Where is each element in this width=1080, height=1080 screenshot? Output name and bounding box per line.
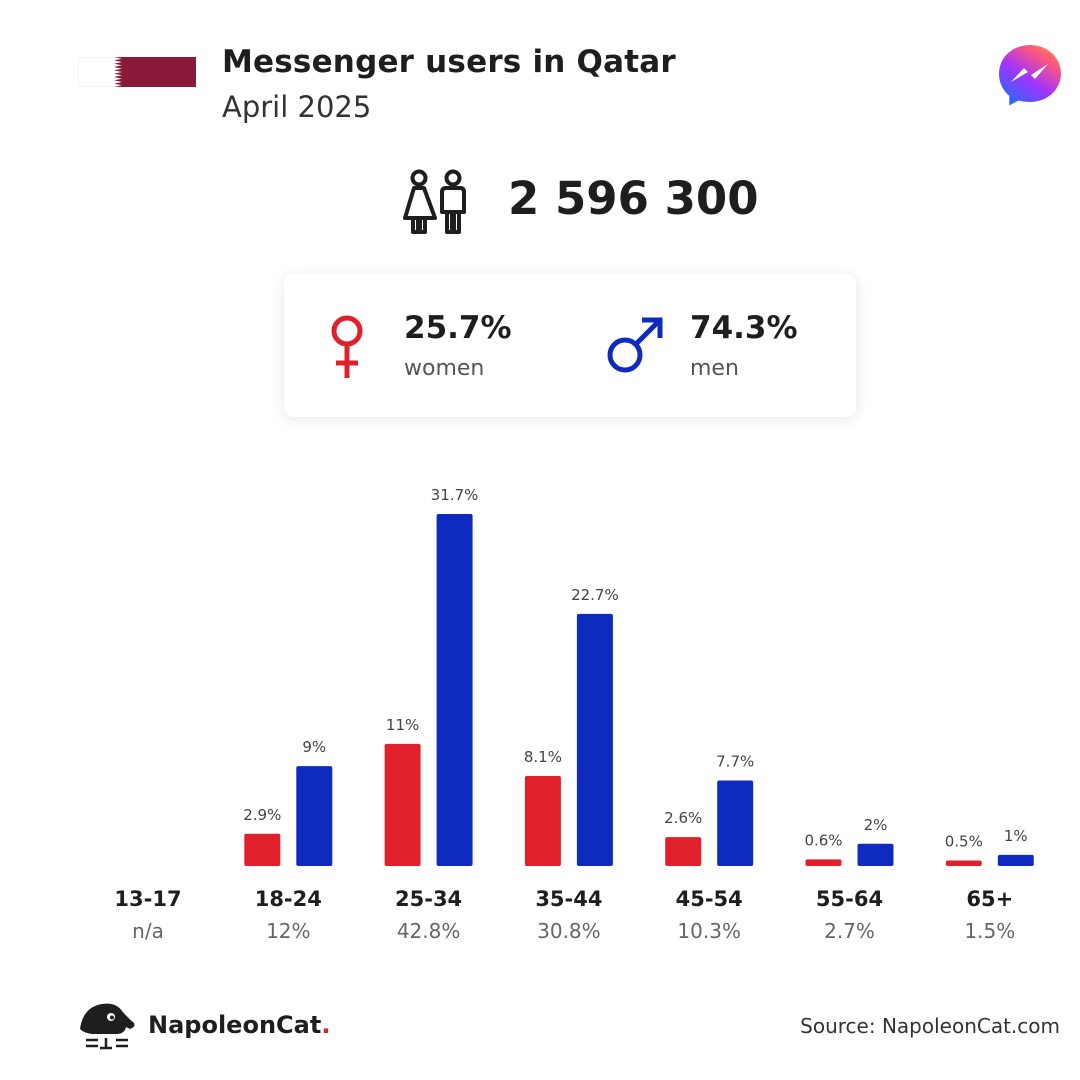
brand-text: NapoleonCat [148, 1011, 322, 1039]
napoleoncat-logo [80, 1003, 135, 1050]
men-percentage: 74.3% [690, 310, 798, 346]
people-icon [403, 169, 466, 234]
women-bar [524, 776, 561, 866]
gender-card: 25.7% women 74.3% men [284, 274, 856, 417]
women-bar [805, 859, 842, 866]
brand-dot: . [321, 1011, 331, 1039]
men-label: men [690, 356, 739, 381]
men-bar-value: 1% [1004, 827, 1028, 845]
women-bar-value: 11% [386, 716, 419, 734]
age-group-label: 35-44 [535, 887, 602, 911]
men-bar-value: 9% [302, 738, 326, 756]
men-bar-value: 31.7% [431, 486, 479, 504]
qatar-flag-maroon [114, 57, 196, 87]
age-group-label: 45-54 [676, 887, 743, 911]
men-bar [997, 854, 1034, 866]
women-bar [945, 860, 982, 866]
female-symbol-icon [331, 315, 363, 378]
age-group-label: 13-17 [114, 887, 181, 911]
men-bar [857, 843, 894, 866]
women-label: women [404, 356, 485, 381]
women-bar-value: 0.5% [945, 832, 983, 850]
age-group-label: 55-64 [816, 887, 883, 911]
messenger-logo [999, 45, 1061, 106]
men-bar-value: 2% [864, 816, 888, 834]
women-bar-value: 2.6% [664, 809, 702, 827]
women-bar-value: 8.1% [524, 748, 562, 766]
women-bar-value: 2.9% [243, 806, 281, 824]
men-bar [436, 514, 473, 866]
brand-name: NapoleonCat. [148, 1011, 330, 1039]
age-group-total: 42.8% [397, 919, 461, 943]
women-bar [244, 833, 281, 866]
page-subtitle: April 2025 [222, 90, 372, 124]
age-group-total: 12% [266, 919, 310, 943]
age-group-total: 2.7% [824, 919, 875, 943]
women-percentage: 25.7% [404, 310, 512, 346]
age-group-label: 25-34 [395, 887, 462, 911]
women-bar [384, 743, 421, 866]
men-bar-value: 22.7% [571, 586, 619, 604]
women-bar-value: 0.6% [804, 831, 842, 849]
men-bar [576, 613, 613, 866]
total-users: 2 596 300 [508, 172, 759, 225]
qatar-flag [78, 57, 196, 87]
men-bar [296, 766, 333, 866]
age-group-label: 18-24 [255, 887, 322, 911]
age-group-total: n/a [132, 919, 164, 943]
age-group-label: 65+ [966, 887, 1013, 911]
women-bar [665, 837, 702, 866]
men-bar-value: 7.7% [716, 752, 754, 770]
page-title: Messenger users in Qatar [222, 44, 676, 80]
source-text: Source: NapoleonCat.com [800, 1014, 1060, 1038]
male-symbol-icon [607, 317, 663, 373]
age-group-total: 1.5% [964, 919, 1015, 943]
men-bar [717, 780, 754, 866]
age-group-total: 10.3% [677, 919, 741, 943]
age-group-total: 30.8% [537, 919, 601, 943]
